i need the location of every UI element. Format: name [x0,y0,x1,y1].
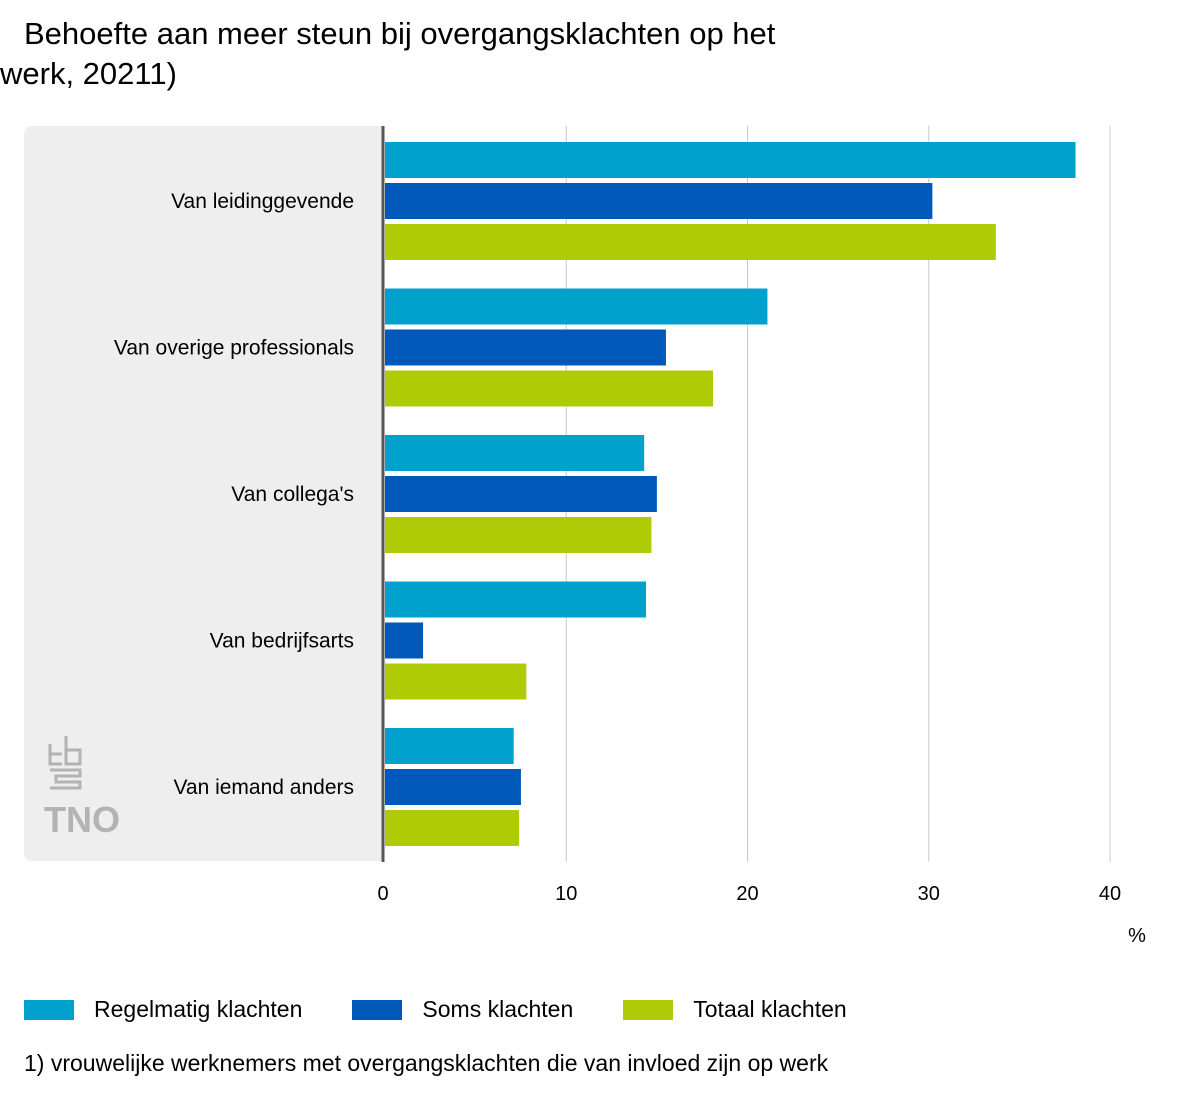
bar [385,476,657,512]
bar [385,622,424,659]
bar [385,810,520,846]
bars [385,142,1076,846]
bar [385,435,645,471]
legend-item-totaal: Totaal klachten [623,996,847,1023]
x-tick-labels: 0 10 20 30 40 [377,883,1121,905]
legend-label-totaal: Totaal klachten [693,996,847,1022]
bar [385,142,1076,178]
bar [385,224,996,260]
x-tick-label: 30 [918,883,940,905]
bar [385,728,514,764]
x-tick-label: 40 [1099,883,1121,905]
bar [385,769,521,805]
category-panel [24,126,382,861]
legend-swatch-soms [352,999,403,1020]
bar [385,581,646,618]
x-tick-label: 0 [377,883,388,905]
bar [385,517,652,553]
bar [385,329,666,366]
legend-item-regelmatig: Regelmatig klachten [24,996,302,1023]
logos: TNO [44,736,144,841]
legend-swatch-totaal [623,999,674,1020]
category-label: Van collega's [231,483,354,506]
legend-item-soms: Soms klachten [352,996,573,1023]
chart-title: Behoefte aan meer steun bij overgangskla… [0,14,904,94]
title-line-2: werk, 20211) [0,56,177,91]
bar [385,288,768,325]
title-line-1: Behoefte aan meer steun bij overgangskla… [24,16,776,51]
category-label: Van overige professionals [114,337,354,360]
tno-logo-text: TNO [44,799,120,836]
category-label: Van iemand anders [173,776,354,799]
bar [385,370,714,407]
x-axis-unit-label: % [1128,925,1146,947]
cbs-logo: TNO [44,736,120,840]
category-labels: Van leidinggevende Van overige profession… [114,190,354,799]
category-label: Van bedrijfsarts [210,630,354,653]
footnote: 1) vrouwelijke werknemers met overgangsk… [24,1050,829,1076]
category-label: Van leidinggevende [171,190,354,213]
legend-swatch-regelmatig [24,999,74,1020]
x-tick-label: 20 [736,883,758,905]
legend: Regelmatig klachten Soms klachten Totaal… [24,996,897,1023]
bar [385,183,933,219]
x-tick-label: 10 [555,883,577,905]
legend-label-soms: Soms klachten [422,996,574,1022]
bar [385,663,527,700]
bar-chart: Van leidinggevende Van overige profession… [114,126,1146,947]
legend-label-regelmatig: Regelmatig klachten [94,996,303,1022]
